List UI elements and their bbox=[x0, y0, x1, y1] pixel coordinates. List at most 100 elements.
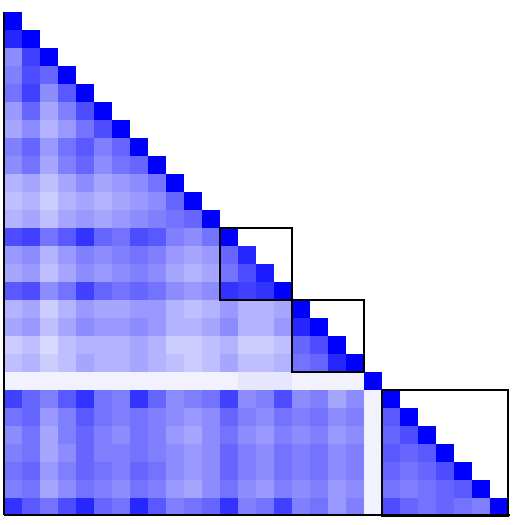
heatmap-cell bbox=[256, 372, 274, 390]
heatmap-cell bbox=[4, 462, 22, 480]
heatmap-cell bbox=[76, 462, 94, 480]
heatmap-cell bbox=[220, 408, 238, 426]
heatmap-cell bbox=[22, 210, 40, 228]
heatmap-cell bbox=[202, 408, 220, 426]
heatmap-cell bbox=[184, 480, 202, 498]
heatmap-cell bbox=[76, 426, 94, 444]
heatmap-cell bbox=[166, 498, 184, 516]
heatmap-cell bbox=[4, 84, 22, 102]
heatmap-cell bbox=[238, 282, 256, 300]
heatmap-cells bbox=[4, 12, 508, 516]
heatmap-cell bbox=[148, 408, 166, 426]
heatmap-cell bbox=[94, 282, 112, 300]
heatmap-cell bbox=[94, 480, 112, 498]
heatmap-cell bbox=[346, 444, 364, 462]
heatmap-cell bbox=[202, 390, 220, 408]
heatmap-cell bbox=[4, 282, 22, 300]
heatmap-cell bbox=[220, 444, 238, 462]
heatmap-cell bbox=[22, 390, 40, 408]
heatmap-cell bbox=[112, 354, 130, 372]
heatmap-cell bbox=[58, 264, 76, 282]
heatmap-cell bbox=[310, 336, 328, 354]
heatmap-cell bbox=[58, 102, 76, 120]
heatmap-cell bbox=[94, 156, 112, 174]
heatmap-cell bbox=[184, 228, 202, 246]
heatmap-cell bbox=[4, 48, 22, 66]
heatmap-cell bbox=[454, 480, 472, 498]
heatmap-cell bbox=[184, 246, 202, 264]
heatmap-cell bbox=[166, 354, 184, 372]
heatmap-cell bbox=[40, 102, 58, 120]
heatmap-cell bbox=[400, 498, 418, 516]
heatmap-cell bbox=[22, 138, 40, 156]
heatmap-cell bbox=[148, 210, 166, 228]
heatmap-cell bbox=[202, 462, 220, 480]
heatmap-cell bbox=[220, 300, 238, 318]
heatmap-cell bbox=[292, 444, 310, 462]
heatmap-cell bbox=[130, 390, 148, 408]
heatmap-cell bbox=[40, 372, 58, 390]
heatmap-cell bbox=[274, 444, 292, 462]
heatmap-cell bbox=[112, 336, 130, 354]
heatmap-cell bbox=[256, 300, 274, 318]
heatmap-cell bbox=[238, 426, 256, 444]
heatmap-cell bbox=[76, 372, 94, 390]
heatmap-cell bbox=[94, 336, 112, 354]
heatmap-cell bbox=[112, 480, 130, 498]
heatmap-cell bbox=[22, 84, 40, 102]
heatmap-cell bbox=[400, 444, 418, 462]
heatmap-cell bbox=[346, 390, 364, 408]
heatmap-cell bbox=[58, 210, 76, 228]
heatmap-cell bbox=[22, 354, 40, 372]
heatmap-cell bbox=[112, 210, 130, 228]
heatmap-cell bbox=[274, 390, 292, 408]
heatmap-cell bbox=[166, 444, 184, 462]
heatmap-cell bbox=[40, 84, 58, 102]
heatmap-cell bbox=[364, 498, 382, 516]
heatmap-cell bbox=[238, 336, 256, 354]
heatmap-cell bbox=[4, 300, 22, 318]
heatmap-cell bbox=[58, 444, 76, 462]
heatmap-cell bbox=[238, 264, 256, 282]
heatmap-cell bbox=[202, 372, 220, 390]
heatmap-cell bbox=[94, 192, 112, 210]
heatmap-cell bbox=[274, 408, 292, 426]
heatmap-cell bbox=[256, 264, 274, 282]
heatmap-cell bbox=[310, 444, 328, 462]
heatmap-cell bbox=[292, 300, 310, 318]
heatmap-cell bbox=[148, 498, 166, 516]
heatmap-cell bbox=[184, 300, 202, 318]
heatmap-cell bbox=[94, 408, 112, 426]
heatmap-cell bbox=[238, 408, 256, 426]
heatmap-cell bbox=[130, 156, 148, 174]
heatmap-cell bbox=[58, 372, 76, 390]
heatmap-cell bbox=[166, 264, 184, 282]
heatmap-cell bbox=[436, 462, 454, 480]
heatmap-cell bbox=[382, 462, 400, 480]
heatmap-cell bbox=[130, 372, 148, 390]
heatmap-cell bbox=[4, 192, 22, 210]
heatmap-cell bbox=[76, 210, 94, 228]
heatmap-cell bbox=[292, 426, 310, 444]
heatmap-cell bbox=[166, 372, 184, 390]
heatmap-cell bbox=[130, 336, 148, 354]
heatmap-cell bbox=[454, 462, 472, 480]
heatmap-cell bbox=[22, 480, 40, 498]
heatmap-cell bbox=[58, 354, 76, 372]
heatmap-cell bbox=[94, 228, 112, 246]
heatmap-cell bbox=[40, 246, 58, 264]
heatmap-cell bbox=[364, 426, 382, 444]
heatmap-cell bbox=[4, 30, 22, 48]
heatmap-cell bbox=[130, 408, 148, 426]
heatmap-cell bbox=[310, 498, 328, 516]
heatmap-cell bbox=[328, 426, 346, 444]
heatmap-cell bbox=[40, 48, 58, 66]
heatmap-cell bbox=[238, 390, 256, 408]
heatmap-cell bbox=[202, 210, 220, 228]
heatmap-cell bbox=[220, 318, 238, 336]
heatmap-cell bbox=[130, 246, 148, 264]
heatmap-cell bbox=[454, 498, 472, 516]
heatmap-cell bbox=[328, 498, 346, 516]
heatmap-cell bbox=[184, 426, 202, 444]
heatmap-cell bbox=[76, 120, 94, 138]
